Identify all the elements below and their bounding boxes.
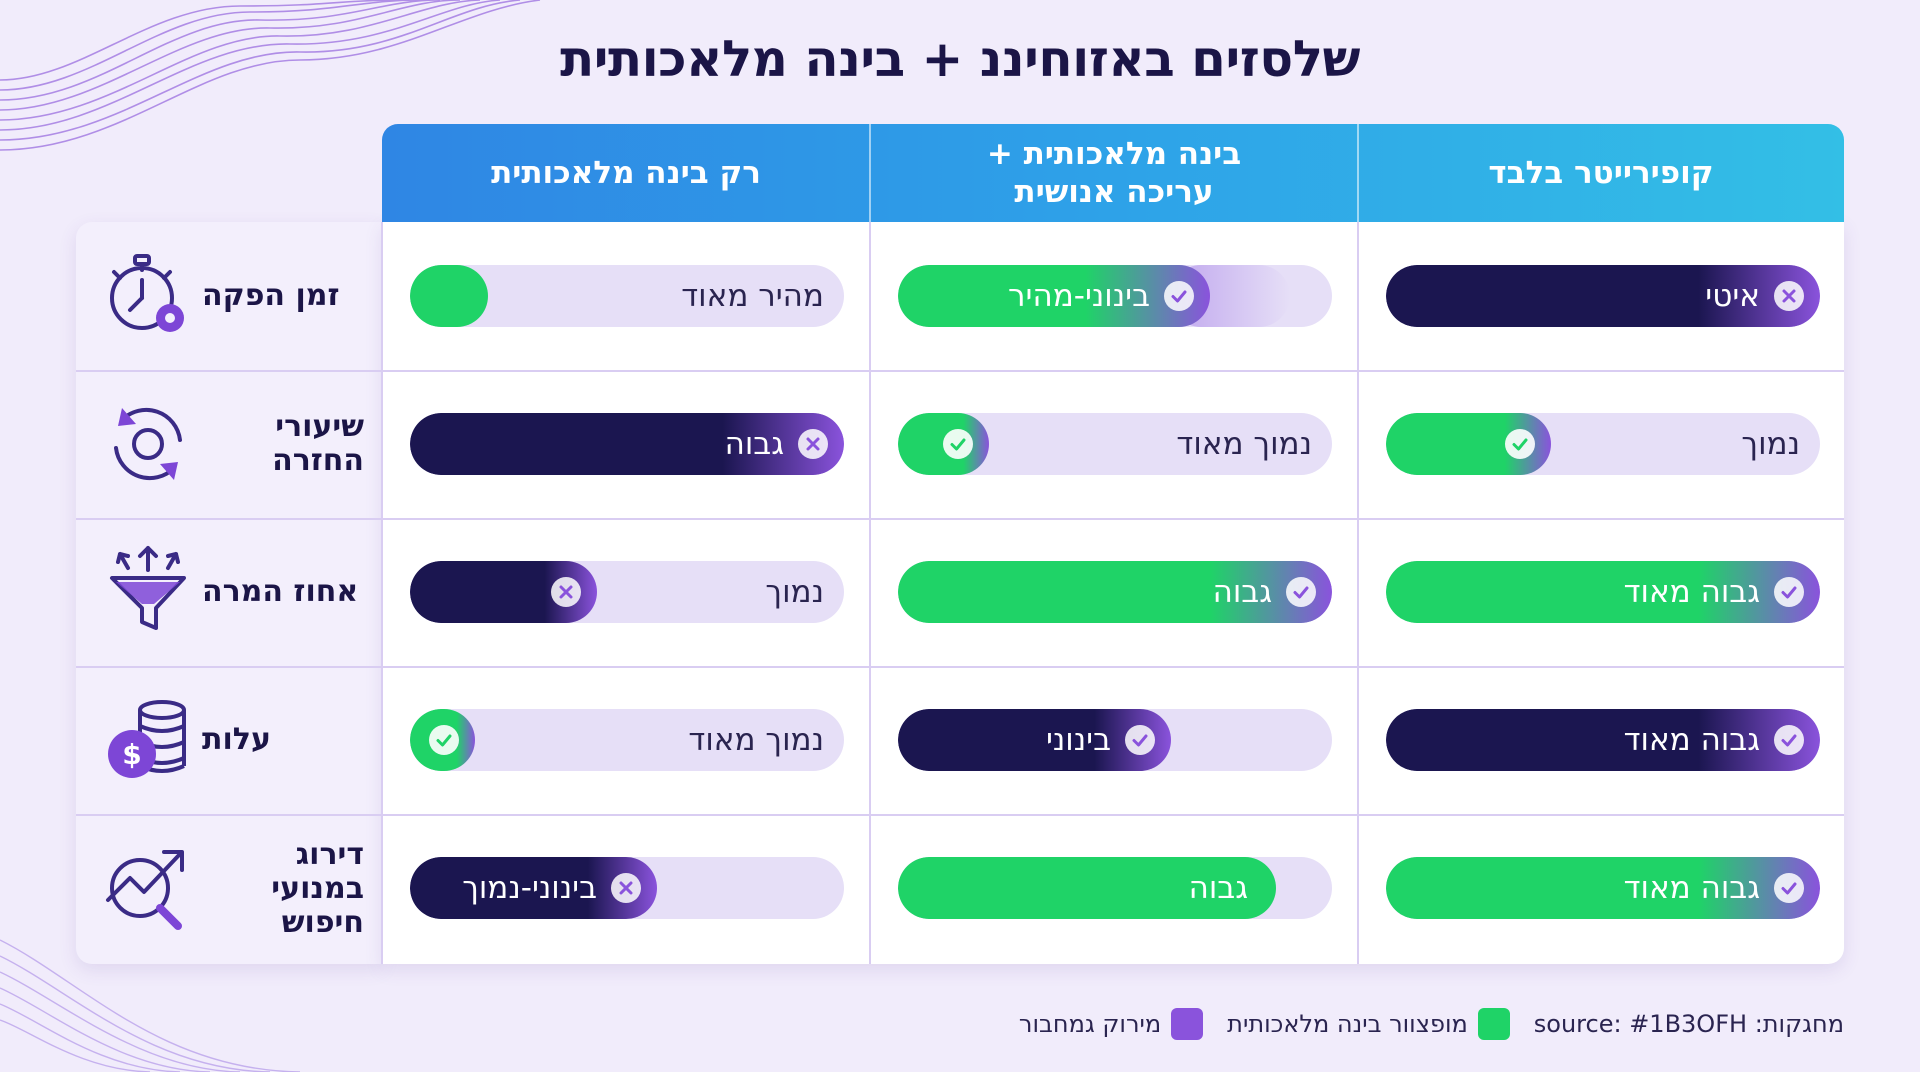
legend-purple-swatch: [1171, 1008, 1204, 1040]
rating-pill: בינוני-נמוך: [410, 857, 844, 919]
check-icon: [1774, 577, 1804, 607]
check-icon: [1164, 281, 1194, 311]
rating-pill: מהיר מאוד: [410, 265, 844, 327]
rating-text: איטי: [1705, 278, 1760, 314]
row-label-conversion-rate: אחוז המרה: [202, 574, 359, 609]
check-icon: [943, 429, 973, 459]
rating-fill: [410, 265, 488, 327]
close-icon: [1774, 281, 1804, 311]
rating-text: גבוה: [1188, 870, 1248, 906]
page-title: שלסזים באזוחיננ + בינה מלאכותית: [560, 30, 1360, 88]
column-header-copywriter: קופירייטר בלבד: [1488, 155, 1714, 191]
rating-pill: איטי: [1386, 265, 1820, 327]
rating-pill: נמוך: [1386, 413, 1820, 475]
close-icon: [551, 577, 581, 607]
close-icon: [611, 873, 641, 903]
legend-purple-label: מירוק גמחבור: [1018, 1010, 1162, 1038]
legend-green-swatch: [1477, 1008, 1510, 1040]
legend: מחגקות: source: #1B3OFH מופצוור בינה מלא…: [1019, 1006, 1844, 1042]
rating-pill: גבוה מאוד: [1386, 857, 1820, 919]
column-header-ai-only: רק בינה מלאכותית: [491, 155, 761, 191]
rating-fill: [1386, 709, 1820, 771]
rating-pill: גבוה מאוד: [1386, 709, 1820, 771]
legend-source: מחגקות: source: #1B3OFH: [1533, 1010, 1844, 1038]
check-icon: [1774, 873, 1804, 903]
check-icon: [1505, 429, 1535, 459]
coins-stack-icon: $: [108, 700, 186, 778]
rating-text: גבוה מאוד: [1623, 722, 1760, 758]
svg-text:$: $: [122, 738, 141, 771]
rating-pill: גבוה: [410, 413, 844, 475]
rating-text: בינוני-נמוך: [462, 870, 597, 906]
table-header: [382, 124, 1844, 222]
trend-magnifier-icon: [106, 850, 184, 930]
rating-fill: [898, 857, 1276, 919]
rating-pill: נמוך מאוד: [410, 709, 844, 771]
refresh-cycle-icon: [114, 407, 182, 481]
rating-fill: [1386, 265, 1820, 327]
stopwatch-gear-icon: [110, 254, 184, 332]
rating-text: בינוני: [1045, 722, 1111, 758]
check-icon: [429, 725, 459, 755]
funnel-arrows-icon: [110, 546, 186, 630]
comparison-table: רק בינה מלאכותית בינה מלאכותית + עריכה אנ…: [76, 124, 1844, 964]
rating-text: נמוך: [765, 574, 824, 610]
rating-pill: בינוני-מהיר: [898, 265, 1332, 327]
rating-text: נמוך מאוד: [688, 722, 824, 758]
rating-fill: [898, 265, 1210, 327]
row-label-production-time: זמן הפקה: [202, 278, 340, 313]
rating-pill: גבוה: [898, 561, 1332, 623]
rating-text: גבוה מאוד: [1623, 870, 1760, 906]
row-label-return-rates: שיעורי החזרה: [272, 409, 364, 478]
rating-fill: [1386, 857, 1820, 919]
rating-fill: [410, 413, 844, 475]
rating-text: מהיר מאוד: [681, 278, 824, 314]
row-label-search-ranking: דירוג במנועי חיפוש: [271, 837, 364, 940]
rating-text: גבוה: [724, 426, 784, 462]
rating-fill: [1386, 561, 1820, 623]
rating-text: גבוה מאוד: [1623, 574, 1760, 610]
rating-text: בינוני-מהיר: [1008, 278, 1150, 314]
rating-text: נמוך מאוד: [1176, 426, 1312, 462]
row-label-cost: עלות: [202, 722, 271, 757]
rating-pill: גבוה: [898, 857, 1332, 919]
check-icon: [1774, 725, 1804, 755]
rating-pill: נמוך מאוד: [898, 413, 1332, 475]
check-icon: [1125, 725, 1155, 755]
legend-green-label: מופצוור בינה מלאכותית: [1227, 1010, 1468, 1038]
close-icon: [798, 429, 828, 459]
rating-fill: [898, 561, 1332, 623]
rating-pill: בינוני: [898, 709, 1332, 771]
column-header-ai-human: בינה מלאכותית + עריכה אנושית: [986, 136, 1242, 210]
rating-pill: גבוה מאוד: [1386, 561, 1820, 623]
rating-text: גבוה: [1212, 574, 1272, 610]
rating-pill: נמוך: [410, 561, 844, 623]
check-icon: [1286, 577, 1316, 607]
rating-text: נמוך: [1741, 426, 1800, 462]
